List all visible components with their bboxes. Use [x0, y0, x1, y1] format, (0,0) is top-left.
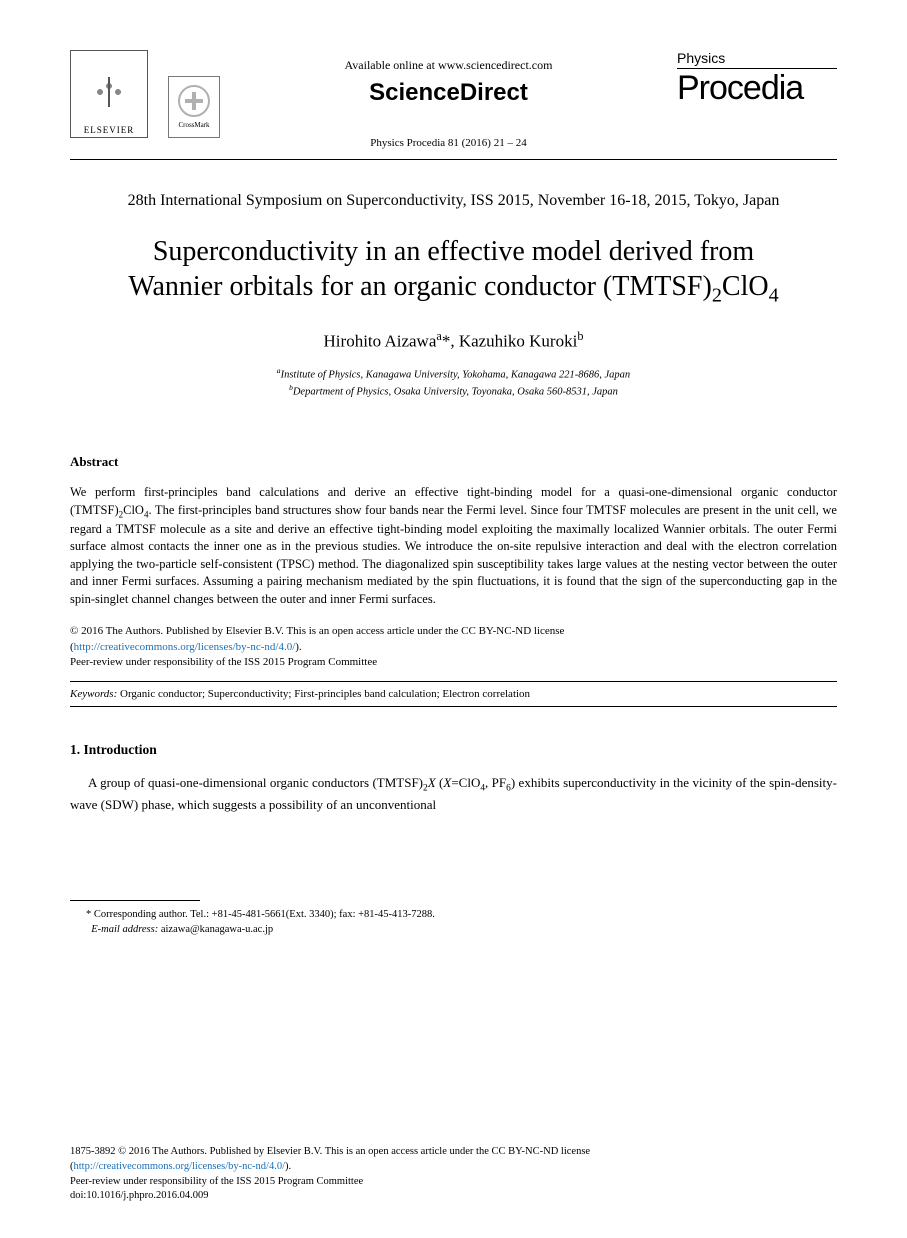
- intro-f: , PF: [485, 775, 506, 790]
- left-logos: ELSEVIER CrossMark: [70, 50, 220, 138]
- title-sub1: 2: [712, 285, 722, 307]
- affiliations: aInstitute of Physics, Kanagawa Universi…: [70, 366, 837, 399]
- crossmark-label: CrossMark: [178, 121, 209, 129]
- email-label: E-mail address:: [91, 924, 158, 935]
- elsevier-logo: ELSEVIER: [70, 50, 148, 138]
- crossmark-icon: [178, 85, 210, 117]
- title-line2-pre: Wannier orbitals for an organic conducto…: [128, 271, 712, 302]
- header-divider: [70, 159, 837, 160]
- elsevier-label: ELSEVIER: [84, 125, 135, 135]
- intro-paragraph: A group of quasi-one-dimensional organic…: [70, 774, 837, 815]
- journal-reference: Physics Procedia 81 (2016) 21 – 24: [220, 137, 677, 149]
- elsevier-tree-icon: [79, 65, 139, 125]
- abstract-p1b: ClO: [123, 503, 144, 517]
- footnote-rule: [70, 900, 200, 901]
- title-sub2: 4: [769, 285, 779, 307]
- header-row: ELSEVIER CrossMark Available online at w…: [70, 50, 837, 149]
- sciencedirect-logo: ScienceDirect: [220, 79, 677, 107]
- intro-e: =ClO: [451, 775, 480, 790]
- bottom-issn-line: 1875-3892 © 2016 The Authors. Published …: [70, 1146, 590, 1157]
- author1-name: Hirohito Aizawa: [324, 332, 437, 351]
- keywords-label: Keywords:: [70, 688, 117, 700]
- physics-label: Physics: [677, 50, 837, 69]
- author2-name: Kazuhiko Kuroki: [459, 332, 578, 351]
- bottom-copyright: 1875-3892 © 2016 The Authors. Published …: [70, 1145, 837, 1204]
- title-line2-mid: ClO: [722, 271, 769, 302]
- abstract-p1c: . The first-principles band structures s…: [70, 503, 837, 606]
- crossmark-logo[interactable]: CrossMark: [168, 76, 220, 138]
- affil-b-text: Department of Physics, Osaka University,…: [293, 386, 618, 397]
- copyright-block: © 2016 The Authors. Published by Elsevie…: [70, 624, 837, 670]
- license-link[interactable]: http://creativecommons.org/licenses/by-n…: [74, 641, 296, 653]
- footnote-block: * Corresponding author. Tel.: +81-45-481…: [70, 907, 837, 937]
- intro-heading: 1. Introduction: [70, 742, 837, 758]
- intro-a: A group of quasi-one-dimensional organic…: [88, 775, 423, 790]
- conference-info: 28th International Symposium on Supercon…: [70, 190, 837, 212]
- paper-title: Superconductivity in an effective model …: [70, 234, 837, 309]
- journal-logo: Physics Procedia: [677, 50, 837, 108]
- abstract-heading: Abstract: [70, 454, 837, 470]
- bottom-license-link[interactable]: http://creativecommons.org/licenses/by-n…: [74, 1161, 286, 1172]
- abstract-text: We perform first-principles band calcula…: [70, 484, 837, 608]
- available-online-text: Available online at www.sciencedirect.co…: [220, 58, 677, 73]
- affil-a-text: Institute of Physics, Kanagawa Universit…: [281, 369, 631, 380]
- title-line1: Superconductivity in an effective model …: [153, 236, 754, 267]
- procedia-label: Procedia: [677, 69, 837, 108]
- author2-affil-sup: b: [577, 329, 583, 343]
- corresponding-author: * Corresponding author. Tel.: +81-45-481…: [86, 909, 435, 920]
- author-sep: ,: [450, 332, 459, 351]
- authors: Hirohito Aizawaa*, Kazuhiko Kurokib: [70, 329, 837, 352]
- copyright-line1: © 2016 The Authors. Published by Elsevie…: [70, 625, 564, 637]
- keywords-block: Keywords: Organic conductor; Superconduc…: [70, 681, 837, 707]
- peer-review-line: Peer-review under responsibility of the …: [70, 656, 377, 668]
- intro-b: X: [428, 775, 436, 790]
- header-center: Available online at www.sciencedirect.co…: [220, 50, 677, 149]
- doi: doi:10.1016/j.phpro.2016.04.009: [70, 1190, 209, 1201]
- keywords-text: Organic conductor; Superconductivity; Fi…: [117, 688, 530, 700]
- email-address: aizawa@kanagawa-u.ac.jp: [158, 924, 273, 935]
- bottom-peer-review: Peer-review under responsibility of the …: [70, 1176, 363, 1187]
